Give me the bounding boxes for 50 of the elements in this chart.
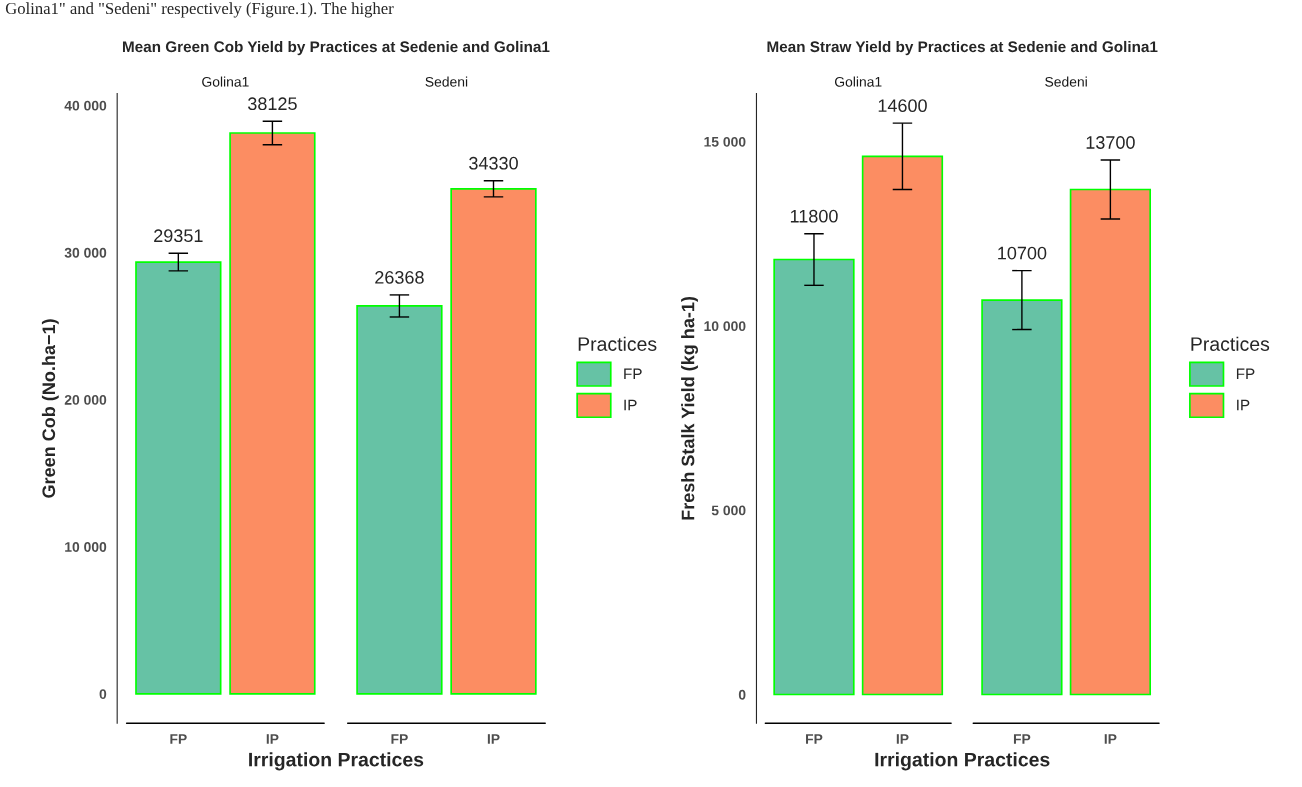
y-tick-label: 10 000 [704,321,746,332]
text: Golina1" and "Sedeni" respectively (Figure.1). The higher [5,2,394,18]
y-tick-label: 30 000 [64,247,107,258]
y-tick-label: 0 [738,689,746,700]
text: IP [896,734,909,744]
legend-label: IP [1237,399,1250,411]
y-tick-label: 40 000 [64,100,107,111]
x-tick-label: Golina1 [834,76,882,87]
legend-title: Practices [578,336,657,351]
y-tick-label: 5 000 [711,505,746,516]
y-tick-label: 15 000 [704,136,746,147]
y-tick-label: 0 [99,689,107,699]
bar [229,132,316,695]
y-tick-label: 10 000 [65,542,107,552]
text: FP [1013,734,1031,744]
text: IP [266,734,279,744]
data-label: 29351 [154,229,203,243]
x-axis-title: Irrigation Practices [875,752,1050,771]
bar [356,305,443,695]
bar [861,155,944,696]
bar [135,261,222,695]
text: FP [806,734,823,744]
data-label: 34330 [469,156,518,170]
y-axis-title: Fresh Stalk Yield (kg ha-1) [681,296,699,520]
text: IP [487,734,500,744]
x-tick-label: Sedeni [425,76,468,87]
y-tick-label: 20 000 [64,394,107,405]
data-label: 10700 [998,246,1047,260]
legend-title: Practices [1191,336,1270,351]
bar [773,258,855,696]
chart-title: Mean Green Cob Yield by Practices at Sedenie and Golina1 [122,40,550,56]
x-tick-label: Sedeni [1045,76,1087,87]
data-label: 11800 [790,209,838,223]
data-label: 26368 [375,271,424,284]
legend-label: FP [1236,368,1255,380]
x-axis-title: Irrigation Practices [249,752,424,771]
legend-label: IP [624,399,637,411]
data-label: 13700 [1086,136,1135,149]
bar [981,299,1063,696]
text: FP [391,734,408,744]
bar [1069,188,1152,696]
data-label: 38125 [248,97,297,111]
data-label: 14600 [878,99,927,113]
text: FP [170,734,187,744]
text: IP [1104,734,1117,744]
chart-title: Mean Straw Yield by Practices at Sedenie and Golina1 [767,40,1158,56]
bar [450,187,537,695]
x-tick-label: Golina1 [202,76,249,87]
legend-label: FP [624,368,642,380]
y-axis-title: Green Cob (No.ha−1) [41,319,59,498]
